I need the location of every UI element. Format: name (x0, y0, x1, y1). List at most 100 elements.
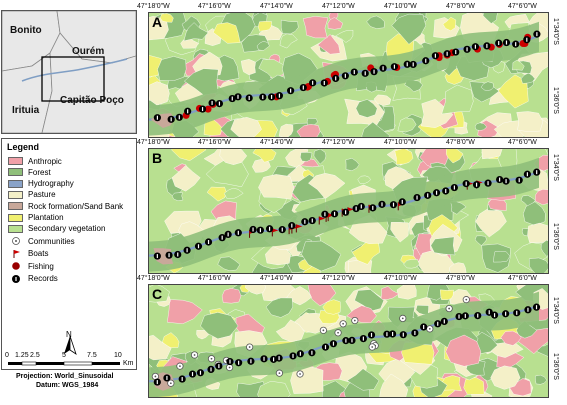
land-cover-patch (516, 111, 544, 132)
land-cover-patch (203, 118, 223, 136)
land-cover-patch (366, 15, 385, 29)
record-marker (278, 226, 286, 234)
longitude-label: 47°16'0"W (198, 139, 231, 146)
latitude-label: 1°36'0"S (552, 353, 559, 380)
land-cover-patch (403, 259, 420, 269)
land-cover-patch (481, 149, 503, 160)
latitude-label: 1°34'0"S (552, 297, 559, 324)
legend-symbol-label: Boats (28, 249, 49, 259)
record-marker (215, 362, 223, 370)
legend-label: Hydrography (28, 179, 74, 189)
land-cover-patch (345, 158, 360, 171)
land-cover-patch (159, 13, 174, 23)
record-marker (484, 179, 492, 187)
land-cover-patch (257, 21, 272, 32)
community-icon (8, 236, 23, 246)
riparian-forest (149, 291, 539, 397)
land-cover-patch (390, 222, 409, 243)
land-cover-patch (361, 121, 391, 137)
land-cover-patch (313, 149, 327, 165)
record-marker (175, 113, 183, 121)
land-cover-patch (354, 289, 385, 312)
record-marker (502, 38, 511, 47)
record-marker (398, 198, 406, 206)
land-cover-patch (528, 257, 548, 273)
land-cover-patch (257, 380, 291, 397)
record-marker (472, 181, 481, 189)
longitude-label: 47°8'0"W (446, 275, 475, 282)
record-marker (208, 99, 216, 107)
land-cover-patch (308, 173, 346, 199)
boat-marker (295, 224, 303, 233)
record-marker (234, 93, 242, 101)
record-marker (163, 374, 171, 382)
record-marker (275, 354, 283, 362)
land-cover-patch (221, 288, 242, 304)
record-marker (301, 218, 309, 226)
land-cover-patch (275, 319, 305, 342)
longitude-label: 47°18'0"W (137, 139, 170, 146)
land-cover-patch (475, 207, 507, 238)
legend-swatch (8, 224, 23, 233)
record-marker (502, 310, 510, 318)
longitude-label: 47°18'0"W (137, 3, 170, 10)
record-marker (452, 48, 460, 56)
community-marker (368, 343, 376, 351)
land-cover-patch (442, 16, 457, 32)
longitude-label: 47°8'0"W (446, 139, 475, 146)
fishing-dot-icon (8, 261, 23, 271)
record-marker (523, 36, 531, 44)
boat-flag-icon (8, 249, 23, 259)
record-marker (523, 170, 531, 178)
land-cover-patch (183, 22, 209, 42)
map-panel-c-svg (149, 285, 548, 397)
land-cover-patch (420, 98, 454, 128)
panel-letter-a: A (152, 14, 163, 30)
record-marker (204, 238, 213, 246)
legend-symbol-1: Boats (8, 249, 48, 259)
record-marker (260, 355, 268, 363)
locator-map: Bonito Ourém Irituia Capitão Poço (1, 10, 137, 134)
community-marker (462, 296, 470, 304)
longitude-label: 47°12'0"W (322, 275, 355, 282)
record-marker (228, 94, 236, 103)
community-marker (445, 304, 453, 313)
legend-label: Plantation (28, 213, 64, 222)
scale-tick-1: 1.25 (15, 352, 29, 359)
land-cover-patch (252, 149, 277, 163)
land-cover-patch (373, 94, 392, 106)
record-marker (235, 359, 243, 367)
legend-item-5: Plantation (8, 213, 64, 223)
longitude-label: 47°8'0"W (446, 3, 475, 10)
record-marker (299, 83, 307, 92)
longitude-label: 47°10'0"W (384, 139, 417, 146)
land-cover-patch (527, 222, 548, 244)
record-marker (234, 229, 242, 237)
community-marker (339, 320, 347, 328)
land-cover-patch (219, 149, 248, 165)
record-marker (167, 115, 175, 123)
land-cover-patch (317, 34, 341, 55)
legend-swatch (8, 190, 23, 199)
record-marker (350, 68, 358, 76)
record-marker (424, 191, 432, 199)
record-marker (413, 193, 421, 202)
land-cover-patch (410, 362, 439, 389)
scale-tick-5: 10 (114, 352, 122, 359)
record-marker (320, 79, 328, 87)
land-cover-patch (450, 201, 467, 215)
land-cover-patch (307, 285, 337, 307)
scale-tick-2: 2.5 (30, 352, 40, 359)
scale-area: N 0 1.25 2.5 5 7.5 10 Km Projection: Wor… (2, 330, 137, 400)
locator-label-ourem: Ourém (72, 46, 105, 57)
record-marker (495, 39, 503, 47)
scale-svg (8, 335, 120, 366)
record-marker (378, 200, 386, 208)
community-marker (246, 343, 254, 351)
record-marker (178, 375, 186, 383)
land-cover-patch (322, 299, 341, 315)
record-marker (348, 336, 356, 344)
locator-label-irituia: Irituia (12, 105, 40, 116)
record-marker (461, 312, 469, 320)
record-marker (188, 370, 197, 378)
